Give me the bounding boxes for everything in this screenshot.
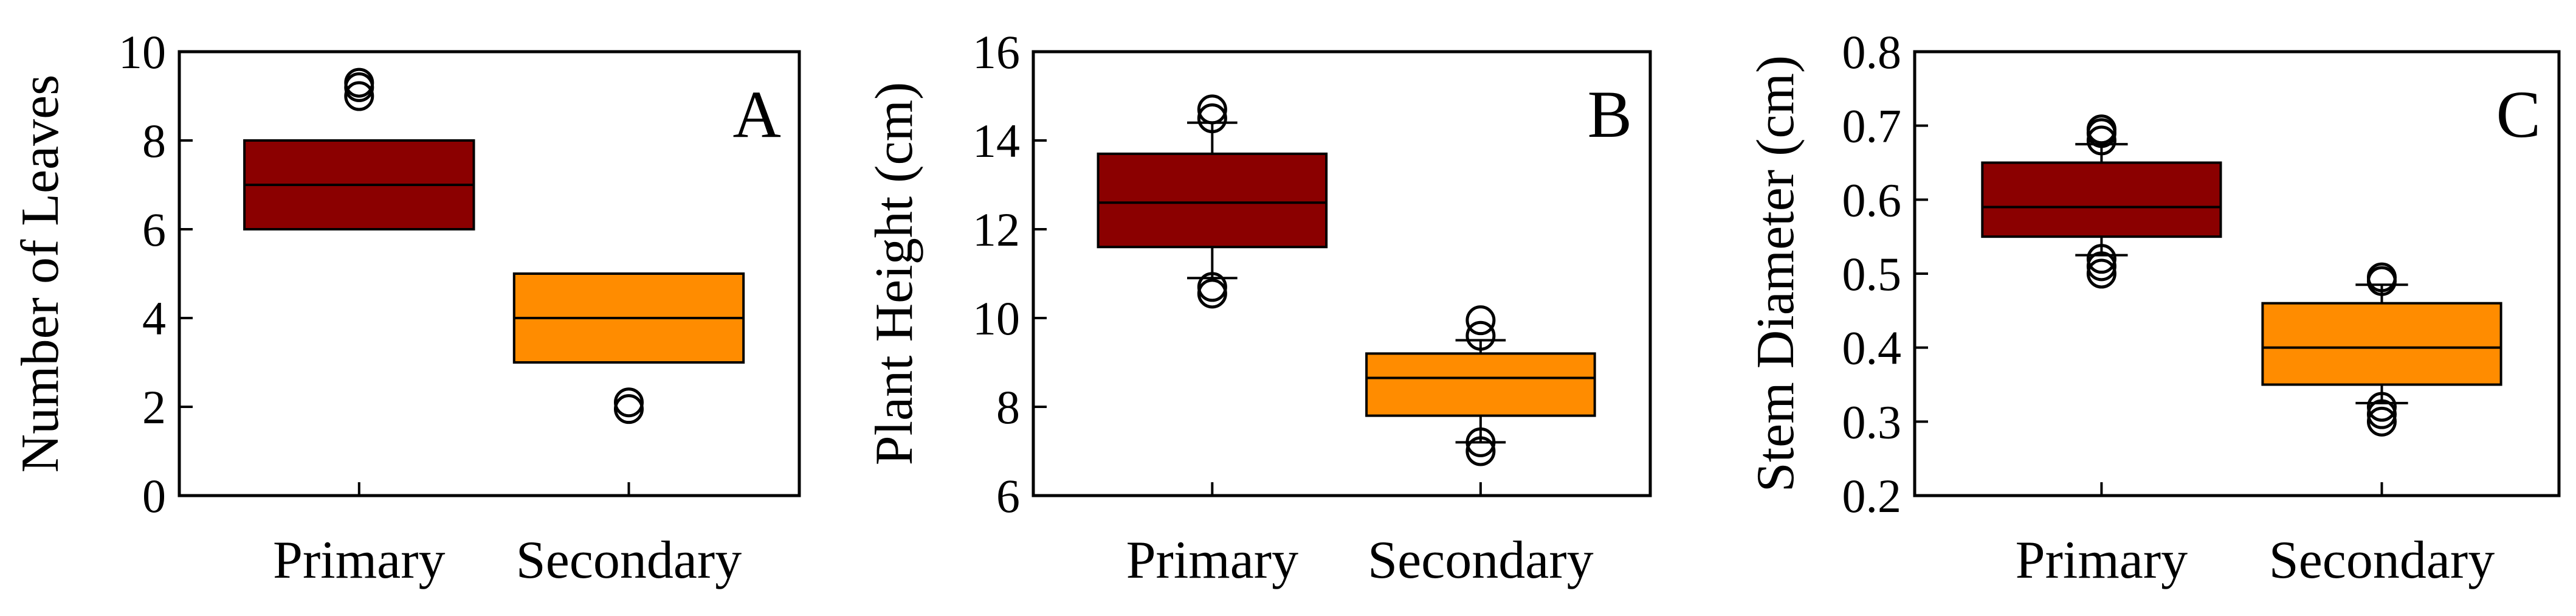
outlier-point	[2367, 406, 2397, 437]
x-category-label: Primary	[1126, 531, 1299, 590]
outlier-point	[1197, 94, 1227, 125]
y-tick-label: 0.2	[1842, 469, 1902, 522]
outlier-point	[2367, 392, 2397, 422]
x-category-label: Primary	[2016, 531, 2188, 590]
y-tick-label: 16	[973, 26, 1020, 78]
y-tick-label: 0.6	[1842, 173, 1902, 226]
x-category-label: Secondary	[1368, 531, 1593, 590]
box-secondary	[1365, 352, 1596, 417]
box-secondary	[2261, 302, 2502, 386]
plot-frame	[1031, 50, 1652, 497]
outlier-point	[1465, 436, 1496, 466]
y-tick-label: 0.5	[1842, 247, 1902, 300]
panel-letter: C	[2496, 77, 2541, 151]
plot-frame	[177, 50, 801, 497]
outlier-point	[1197, 272, 1227, 302]
y-tick-label: 0.8	[1842, 26, 1902, 78]
outlier-point	[2086, 125, 2116, 156]
panel-letter: A	[733, 77, 781, 151]
outlier-point	[344, 67, 374, 98]
y-tick-label: 10	[119, 26, 166, 78]
x-category-label: Secondary	[2269, 531, 2495, 590]
y-tick-label: 0.7	[1842, 100, 1902, 153]
y-axis-label: Number of Leaves	[11, 75, 70, 473]
outlier-point	[2086, 114, 2116, 145]
y-tick-label: 8	[142, 114, 166, 167]
plot-frame	[1913, 50, 2561, 497]
outlier-point	[2367, 262, 2397, 292]
y-tick-label: 10	[973, 292, 1020, 345]
outlier-point	[1465, 427, 1496, 457]
panel-a: 0 2 4 6 8 10 Primary Secondary A Number of Leaves	[11, 26, 801, 590]
box-primary	[1981, 161, 2222, 238]
outlier-point	[614, 387, 644, 418]
outlier-point	[1197, 279, 1227, 309]
outlier-point	[2367, 399, 2397, 429]
outlier-point	[1465, 305, 1496, 336]
y-tick-label: 2	[142, 381, 166, 434]
y-tick-label: 0.4	[1842, 322, 1902, 375]
panel-c: 0.2 0.3 0.4 0.5 0.6 0.7 0.8 Primary Secondary C St…	[1746, 26, 2561, 590]
outlier-point	[1197, 103, 1227, 133]
y-axis-label: Stem Diameter (cm)	[1746, 55, 1805, 492]
x-category-label: Primary	[273, 531, 446, 590]
y-tick-label: 12	[973, 203, 1020, 256]
outlier-point	[2086, 251, 2116, 282]
y-tick-label: 8	[996, 381, 1020, 434]
y-tick-label: 0	[142, 469, 166, 522]
x-category-label: Secondary	[516, 531, 742, 590]
outlier-point	[1465, 320, 1496, 351]
panel-letter: B	[1588, 77, 1632, 151]
y-tick-label: 6	[996, 469, 1020, 522]
y-tick-label: 4	[142, 292, 166, 345]
outlier-point	[614, 394, 644, 424]
y-tick-label: 14	[973, 114, 1020, 167]
y-axis-label: Plant Height (cm)	[865, 82, 924, 466]
outlier-point	[344, 81, 374, 111]
box-primary	[1097, 152, 1328, 249]
outlier-point	[2086, 258, 2116, 289]
y-tick-label: 6	[142, 203, 166, 256]
panel-b: 6 8 10 12 14 16 Primary Secondary B Plant Height …	[865, 26, 1652, 590]
outlier-point	[2086, 244, 2116, 274]
y-tick-label: 0.3	[1842, 395, 1902, 448]
